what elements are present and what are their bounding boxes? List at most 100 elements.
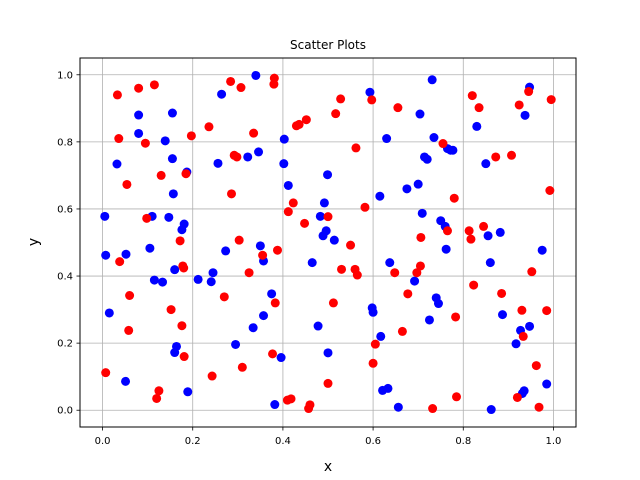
data-point: [154, 386, 164, 396]
data-point: [112, 159, 122, 169]
data-point: [415, 261, 425, 271]
data-point: [464, 226, 474, 236]
data-point: [367, 95, 377, 105]
data-point: [124, 325, 134, 335]
data-point: [336, 94, 346, 104]
data-point: [276, 353, 286, 363]
data-point: [283, 180, 293, 190]
data-point: [390, 268, 400, 278]
data-point: [382, 134, 392, 144]
data-point: [365, 87, 375, 97]
data-point: [452, 392, 462, 402]
data-point: [100, 211, 110, 221]
data-point: [288, 198, 298, 208]
y-tick-label: 0.8: [57, 137, 73, 148]
data-point: [485, 258, 495, 268]
data-point: [351, 143, 361, 153]
data-point: [236, 83, 246, 93]
grid-lines: [80, 58, 576, 427]
data-point: [206, 277, 216, 287]
data-point: [486, 405, 496, 415]
x-tick-label: 1.0: [546, 436, 562, 447]
x-tick-label: 0.2: [185, 436, 201, 447]
data-point: [181, 169, 191, 179]
data-point: [219, 292, 229, 302]
data-point: [279, 134, 289, 144]
data-point: [417, 208, 427, 218]
data-point: [527, 267, 537, 277]
data-point: [254, 147, 264, 157]
y-axis-label: y: [26, 238, 42, 246]
data-point: [171, 341, 181, 351]
data-point: [221, 246, 231, 256]
data-point: [270, 298, 280, 308]
data-point: [495, 227, 505, 237]
data-point: [145, 243, 155, 253]
data-point: [268, 349, 278, 359]
data-point: [142, 213, 152, 223]
data-point: [170, 265, 180, 275]
y-tick-label: 0.2: [57, 339, 73, 350]
data-point: [167, 154, 177, 164]
chart-title: Scatter Plots: [290, 38, 366, 52]
data-point: [352, 270, 362, 280]
data-point: [168, 189, 178, 199]
data-point: [393, 402, 403, 412]
data-point: [511, 339, 521, 349]
data-point: [272, 245, 282, 255]
data-point: [207, 371, 217, 381]
data-point: [213, 158, 223, 168]
data-point: [323, 212, 333, 222]
data-point: [104, 308, 114, 318]
data-point: [368, 358, 378, 368]
data-point: [525, 321, 535, 331]
data-point: [428, 404, 438, 414]
data-point: [149, 275, 159, 285]
data-point: [328, 298, 338, 308]
data-point: [251, 70, 261, 80]
data-point: [514, 100, 524, 110]
data-point: [243, 152, 253, 162]
data-point: [331, 109, 341, 119]
data-point: [393, 103, 403, 113]
data-point: [114, 134, 124, 144]
data-point: [415, 109, 425, 119]
data-point: [534, 402, 544, 412]
data-point: [323, 170, 333, 180]
data-point: [226, 76, 236, 86]
data-point: [370, 339, 380, 349]
data-point: [121, 249, 131, 259]
data-point: [248, 323, 258, 333]
data-point: [300, 218, 310, 228]
data-points: [100, 70, 556, 415]
data-point: [315, 211, 325, 221]
data-point: [403, 289, 413, 299]
x-tick-label: 0.0: [95, 436, 111, 447]
data-point: [346, 240, 356, 250]
data-point: [267, 289, 277, 299]
data-point: [433, 299, 443, 309]
data-point: [255, 241, 265, 251]
data-point: [208, 268, 218, 278]
data-point: [183, 387, 193, 397]
data-point: [520, 110, 530, 120]
data-point: [360, 202, 370, 212]
data-point: [427, 75, 437, 85]
data-point: [193, 274, 203, 284]
data-point: [512, 392, 522, 402]
data-point: [397, 326, 407, 336]
data-point: [376, 331, 386, 341]
data-point: [244, 268, 254, 278]
plot-area: [80, 58, 576, 427]
data-point: [422, 154, 432, 164]
data-point: [438, 139, 448, 149]
data-point: [158, 277, 168, 287]
y-tick-label: 0.0: [57, 406, 73, 417]
data-point: [385, 258, 395, 268]
data-point: [160, 136, 170, 146]
data-point: [546, 95, 556, 105]
data-point: [410, 276, 420, 286]
data-point: [368, 307, 378, 317]
data-point: [121, 376, 131, 386]
